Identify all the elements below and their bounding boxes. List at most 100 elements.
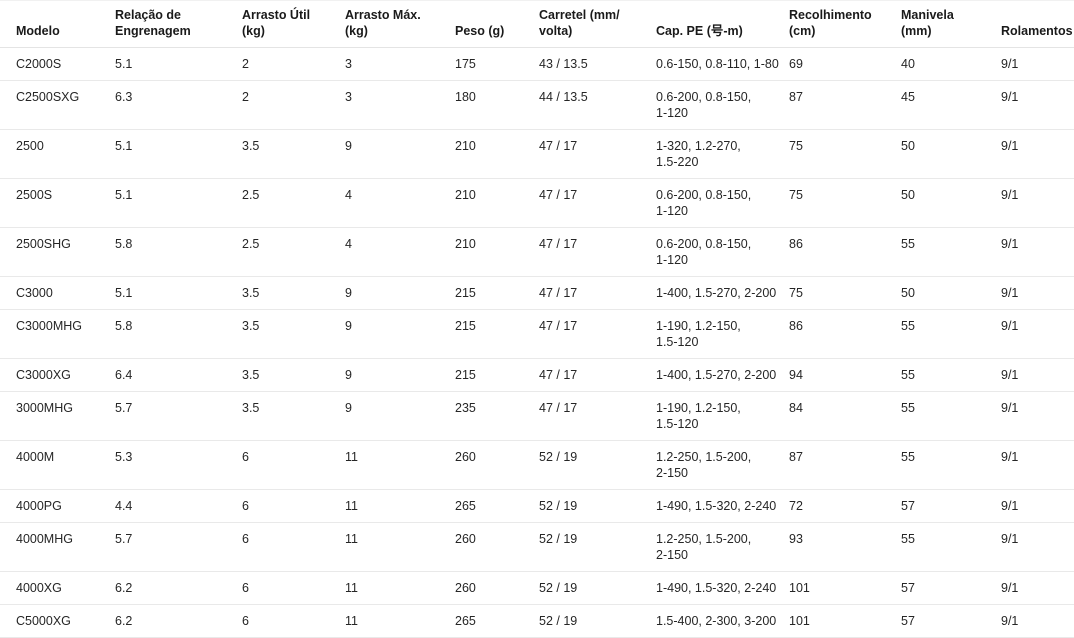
cell-peso: 215	[455, 358, 539, 392]
cell-arrasto_max: 11	[345, 604, 455, 638]
cell-relacao: 5.3	[115, 440, 242, 490]
cell-modelo: 4000M	[0, 440, 115, 490]
table-row: 2500S 5.1 2.5 4 210 47 / 17 0.6-200, 0.8-150, …	[0, 178, 1074, 228]
column-header-manivela: Manivela (mm)	[901, 0, 1001, 48]
cell-cap_pe: 1-400, 1.5-270, 2-200	[656, 358, 789, 392]
cell-modelo: 4000PG	[0, 489, 115, 523]
cell-peso: 260	[455, 522, 539, 572]
column-header-arrasto_util: Arrasto Útil (kg)	[242, 0, 345, 48]
table-row: 2500 5.1 3.5 9 210 47 / 17 1-320, 1.2-270, 1.5…	[0, 129, 1074, 179]
cell-cap_pe: 0.6-200, 0.8-150, 1-120	[656, 80, 789, 130]
cell-cap_pe: 1-320, 1.2-270, 1.5-220	[656, 129, 789, 179]
cell-arrasto_max: 9	[345, 129, 455, 179]
cell-arrasto_max: 11	[345, 440, 455, 490]
cell-carretel: 47 / 17	[539, 227, 656, 277]
cell-arrasto_util: 6	[242, 604, 345, 638]
cell-manivela: 40	[901, 47, 1001, 81]
cell-arrasto_max: 11	[345, 489, 455, 523]
table-row: 4000M 5.3 6 11 260 52 / 19 1.2-250, 1.5-200, 2…	[0, 440, 1074, 490]
table-body: C2000S 5.1 2 3 175 43 / 13.5 0.6-150, 0.8-110,…	[0, 47, 1074, 638]
cell-cap_pe: 0.6-200, 0.8-150, 1-120	[656, 227, 789, 277]
cell-manivela: 55	[901, 391, 1001, 441]
cell-recolhimento: 93	[789, 522, 901, 572]
cell-manivela: 45	[901, 80, 1001, 130]
cell-relacao: 5.1	[115, 47, 242, 81]
cell-carretel: 47 / 17	[539, 276, 656, 310]
cell-relacao: 5.8	[115, 309, 242, 359]
cell-carretel: 43 / 13.5	[539, 47, 656, 81]
table-row: 4000MHG 5.7 6 11 260 52 / 19 1.2-250, 1.5-200,…	[0, 522, 1074, 572]
cell-rolamentos: 9/1	[1001, 129, 1074, 179]
cell-modelo: 2500SHG	[0, 227, 115, 277]
cell-arrasto_max: 3	[345, 47, 455, 81]
cell-rolamentos: 9/1	[1001, 571, 1074, 605]
table-row: 3000MHG 5.7 3.5 9 235 47 / 17 1-190, 1.2-150, …	[0, 391, 1074, 441]
cell-peso: 175	[455, 47, 539, 81]
cell-peso: 210	[455, 227, 539, 277]
cell-peso: 210	[455, 129, 539, 179]
cell-recolhimento: 75	[789, 276, 901, 310]
cell-modelo: 2500S	[0, 178, 115, 228]
cell-carretel: 47 / 17	[539, 358, 656, 392]
cell-modelo: C3000XG	[0, 358, 115, 392]
cell-arrasto_util: 3.5	[242, 391, 345, 441]
table-row: C2000S 5.1 2 3 175 43 / 13.5 0.6-150, 0.8-110,…	[0, 47, 1074, 81]
cell-relacao: 5.8	[115, 227, 242, 277]
cell-carretel: 47 / 17	[539, 129, 656, 179]
cell-relacao: 6.3	[115, 80, 242, 130]
cell-peso: 210	[455, 178, 539, 228]
cell-manivela: 55	[901, 309, 1001, 359]
cell-manivela: 55	[901, 440, 1001, 490]
cell-rolamentos: 9/1	[1001, 276, 1074, 310]
cell-relacao: 5.1	[115, 129, 242, 179]
cell-arrasto_util: 3.5	[242, 309, 345, 359]
cell-relacao: 6.4	[115, 358, 242, 392]
cell-arrasto_max: 9	[345, 309, 455, 359]
cell-arrasto_util: 3.5	[242, 358, 345, 392]
cell-relacao: 5.7	[115, 522, 242, 572]
cell-manivela: 57	[901, 604, 1001, 638]
cell-modelo: 4000MHG	[0, 522, 115, 572]
cell-rolamentos: 9/1	[1001, 178, 1074, 228]
cell-rolamentos: 9/1	[1001, 80, 1074, 130]
cell-carretel: 47 / 17	[539, 309, 656, 359]
cell-recolhimento: 86	[789, 309, 901, 359]
column-header-modelo: Modelo	[0, 0, 115, 48]
table-row: C3000MHG 5.8 3.5 9 215 47 / 17 1-190, 1.2-150,…	[0, 309, 1074, 359]
cell-rolamentos: 9/1	[1001, 358, 1074, 392]
cell-rolamentos: 9/1	[1001, 309, 1074, 359]
cell-recolhimento: 84	[789, 391, 901, 441]
cell-rolamentos: 9/1	[1001, 440, 1074, 490]
cell-relacao: 4.4	[115, 489, 242, 523]
cell-relacao: 5.1	[115, 178, 242, 228]
cell-peso: 265	[455, 604, 539, 638]
cell-manivela: 50	[901, 276, 1001, 310]
cell-relacao: 6.2	[115, 604, 242, 638]
cell-arrasto_max: 11	[345, 522, 455, 572]
table-row: 2500SHG 5.8 2.5 4 210 47 / 17 0.6-200, 0.8-150…	[0, 227, 1074, 277]
cell-modelo: 2500	[0, 129, 115, 179]
cell-carretel: 47 / 17	[539, 178, 656, 228]
table-row: 4000PG 4.4 6 11 265 52 / 19 1-490, 1.5-320, 2-…	[0, 489, 1074, 523]
cell-arrasto_max: 9	[345, 276, 455, 310]
cell-modelo: C3000MHG	[0, 309, 115, 359]
cell-recolhimento: 75	[789, 178, 901, 228]
cell-arrasto_util: 2.5	[242, 227, 345, 277]
cell-arrasto_max: 9	[345, 358, 455, 392]
cell-arrasto_max: 4	[345, 227, 455, 277]
cell-recolhimento: 94	[789, 358, 901, 392]
cell-arrasto_util: 2.5	[242, 178, 345, 228]
cell-modelo: C2000S	[0, 47, 115, 81]
cell-arrasto_util: 6	[242, 571, 345, 605]
cell-carretel: 52 / 19	[539, 571, 656, 605]
cell-peso: 215	[455, 276, 539, 310]
table-row: C3000XG 6.4 3.5 9 215 47 / 17 1-400, 1.5-270, …	[0, 358, 1074, 392]
cell-recolhimento: 86	[789, 227, 901, 277]
column-header-recolhimento: Recolhimento (cm)	[789, 0, 901, 48]
cell-peso: 180	[455, 80, 539, 130]
cell-recolhimento: 72	[789, 489, 901, 523]
cell-arrasto_util: 2	[242, 47, 345, 81]
cell-carretel: 52 / 19	[539, 489, 656, 523]
column-header-carretel: Carretel (mm/ volta)	[539, 0, 656, 48]
cell-carretel: 44 / 13.5	[539, 80, 656, 130]
